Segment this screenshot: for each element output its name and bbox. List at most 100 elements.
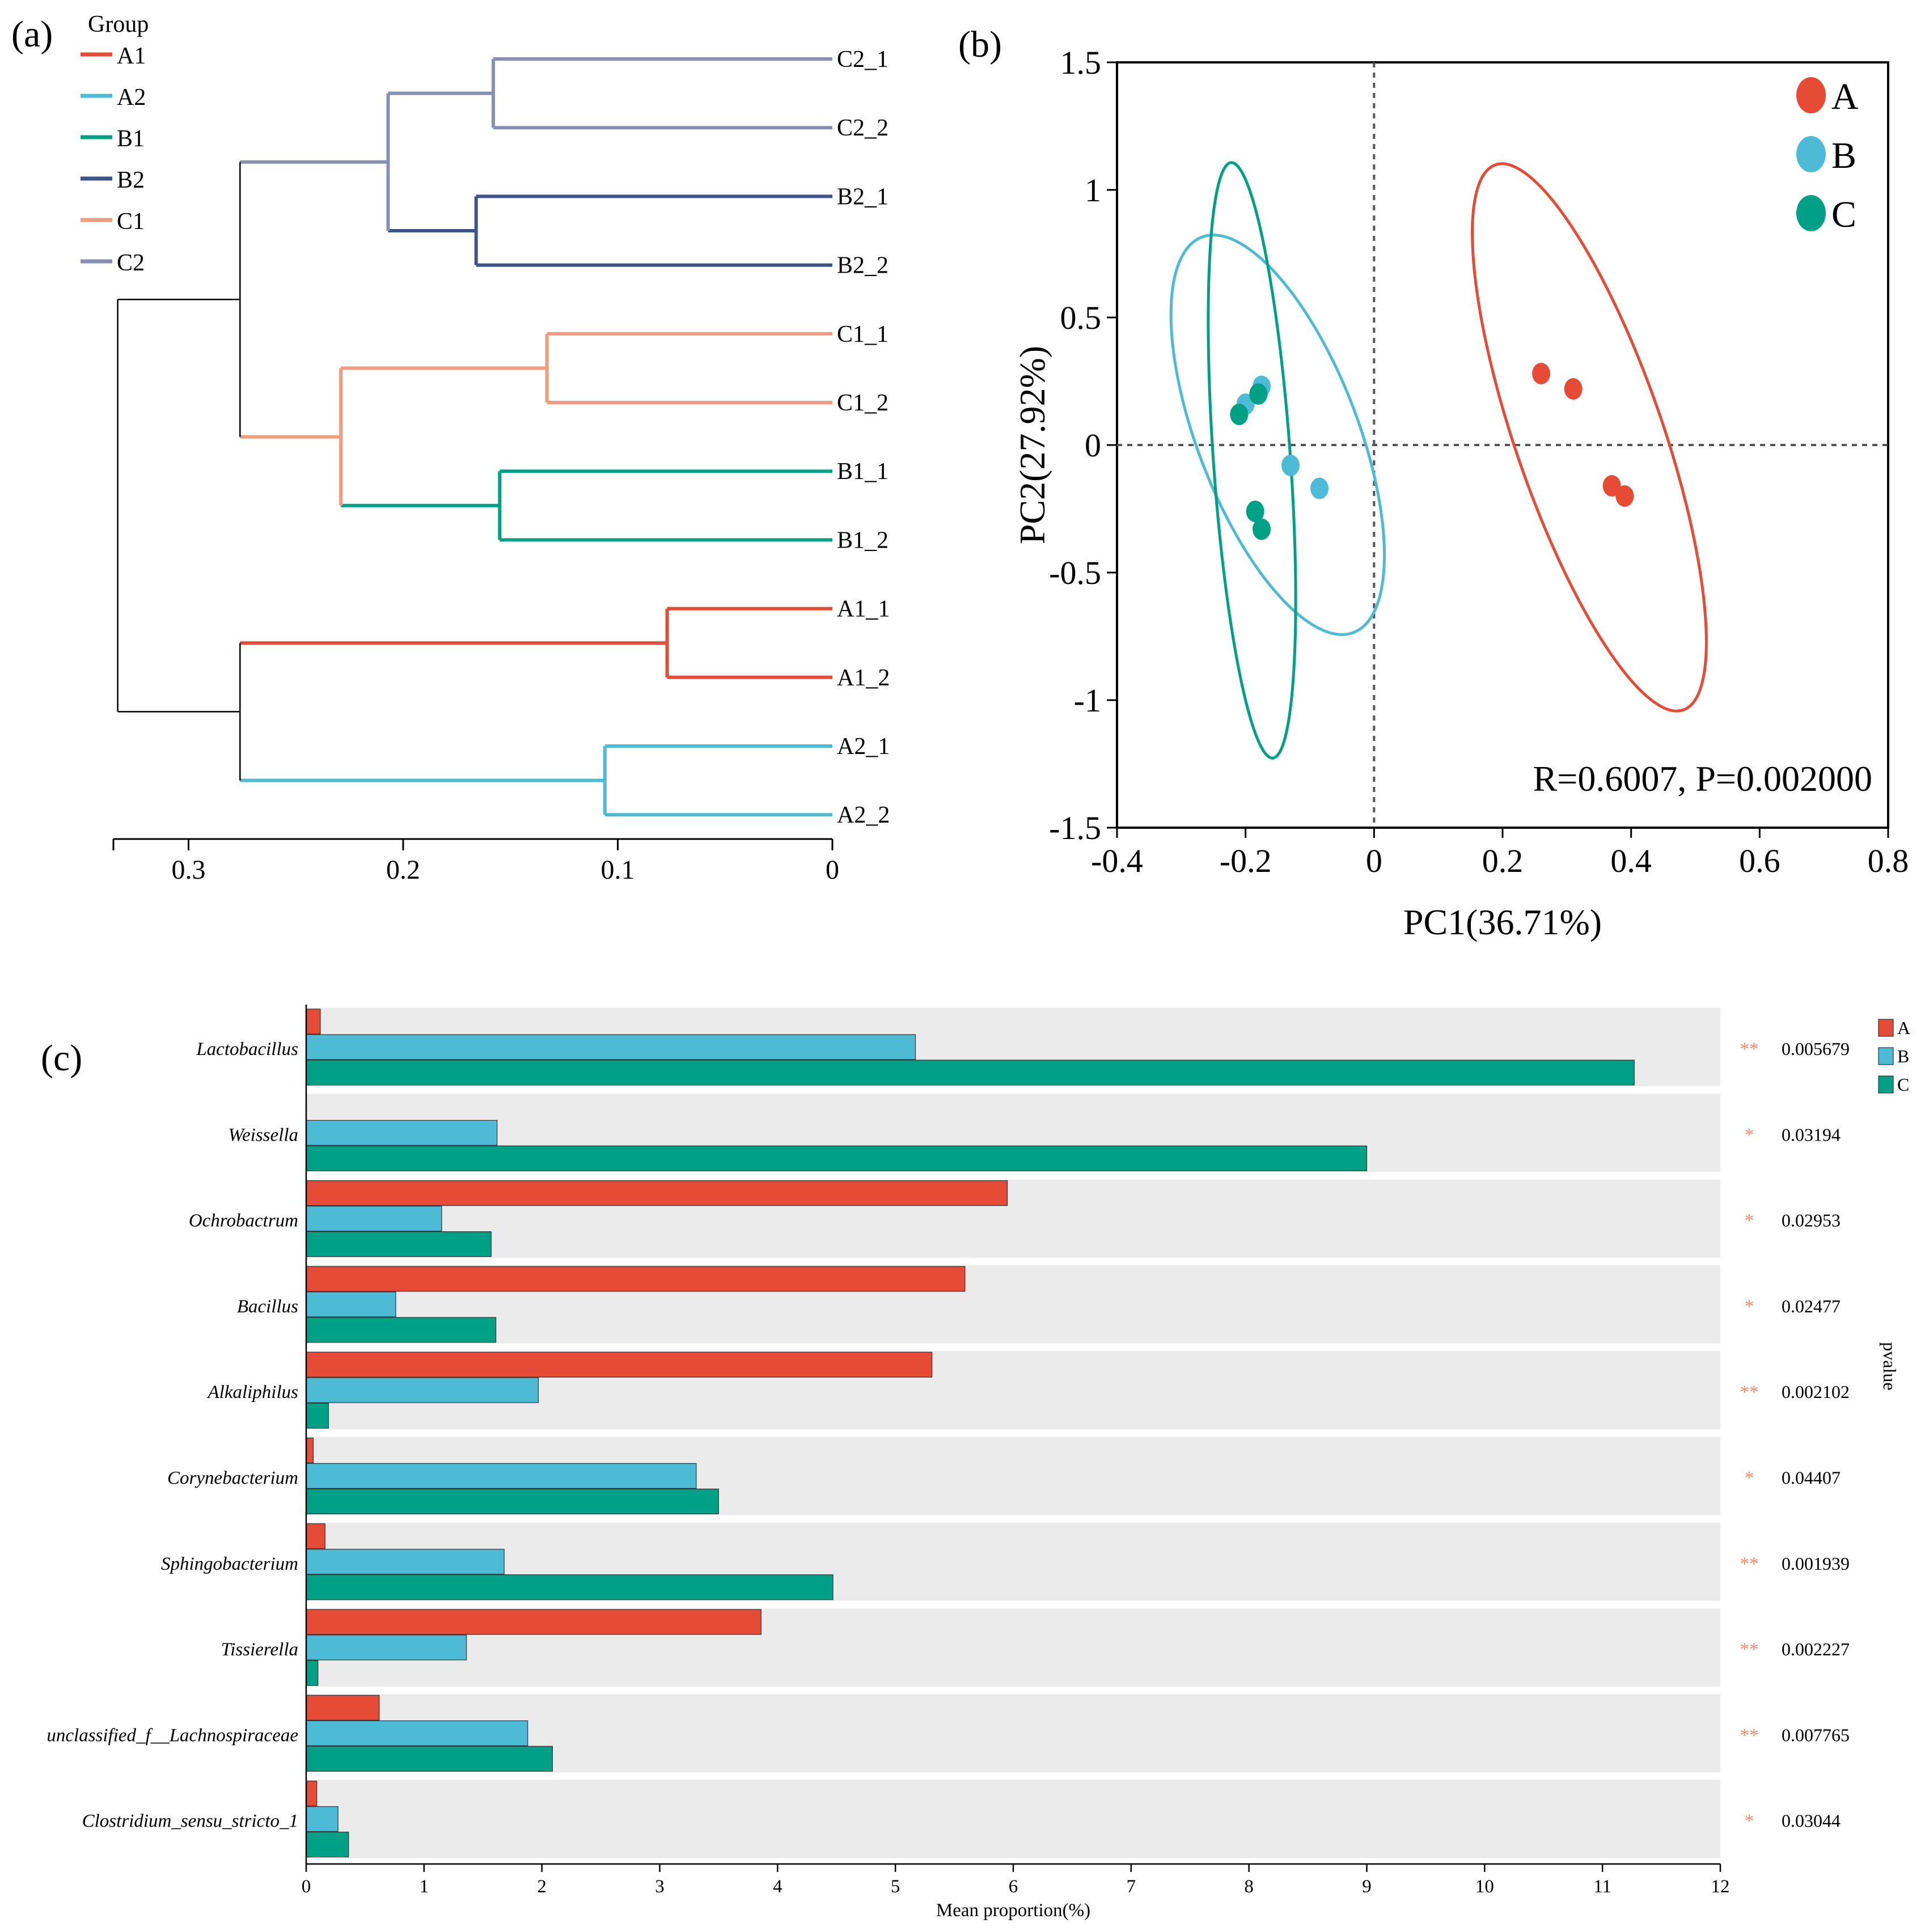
leaf-label-b2-2: B2_2	[837, 253, 889, 279]
y-tick-label-1: -1	[1074, 682, 1101, 719]
point-b-3	[1310, 477, 1329, 499]
pvalue-1: 0.03194	[1782, 1124, 1841, 1145]
leaf-label-a2-1: A2_1	[837, 734, 890, 760]
ellipse-b	[1169, 234, 1386, 636]
legend-label-b2: B2	[117, 167, 145, 193]
significance-0: **	[1740, 1039, 1759, 1060]
bar-b-sphingobacterium	[306, 1549, 505, 1575]
legend-label-a2: A2	[117, 84, 146, 111]
bar-c-weissella	[306, 1145, 1368, 1171]
significance-1: *	[1745, 1125, 1754, 1145]
y-axis-label: PC2(27.92%)	[1012, 346, 1052, 544]
bar-b-bacillus	[306, 1291, 396, 1317]
bar-x-tick-label-0: 0	[302, 1876, 311, 1897]
point-b-2	[1281, 455, 1300, 476]
bar-c-alkaliphilus	[306, 1403, 329, 1429]
bar-legend-swatch-a	[1878, 1019, 1894, 1037]
pvalue-8: 0.007765	[1782, 1725, 1850, 1745]
point-a-2	[1602, 475, 1621, 497]
bar-x-tick-label-5: 5	[891, 1876, 900, 1897]
pvalue-9: 0.03044	[1782, 1811, 1841, 1831]
significance-2: *	[1745, 1211, 1754, 1231]
bar-legend-swatch-c	[1878, 1075, 1894, 1094]
dendrogram-tick-label-2: 0.1	[600, 855, 634, 885]
bar-x-tick-label-1: 1	[420, 1876, 429, 1897]
pvalue-axis-label: pvalue	[1880, 1342, 1900, 1390]
legend-label-c2: C2	[117, 250, 145, 276]
panel-label-c: (c)	[41, 1037, 82, 1079]
bar-c-corynebacterium	[306, 1488, 720, 1515]
bar-a-bacillus	[306, 1266, 966, 1292]
bar-x-tick-label-10: 10	[1475, 1876, 1494, 1897]
y-tick-label-3: 0	[1085, 427, 1101, 464]
bar-legend-label-a: A	[1897, 1018, 1910, 1038]
panel-label-b: (b)	[958, 24, 1002, 65]
bar-x-tick-label-12: 12	[1711, 1876, 1730, 1897]
bar-a-unclassified-f-lachnospiraceae	[306, 1694, 380, 1721]
x-tick-label-1: -0.2	[1220, 842, 1272, 879]
x-tick-label-2: 0	[1366, 842, 1382, 879]
bar-x-tick-label-11: 11	[1593, 1876, 1611, 1897]
stats-annotation: R=0.6007, P=0.002000	[1533, 759, 1872, 799]
x-tick-label-3: 0.2	[1482, 842, 1524, 879]
bar-x-tick-label-3: 3	[655, 1876, 665, 1897]
bar-x-tick-label-7: 7	[1127, 1876, 1136, 1897]
legend-label-c1: C1	[117, 209, 145, 235]
category-label-clostridium-sensu-stricto-1: Clostridium_sensu_stricto_1	[82, 1811, 298, 1832]
bar-c-sphingobacterium	[306, 1574, 834, 1600]
category-label-weissella: Weissella	[229, 1125, 298, 1145]
bar-a-corynebacterium	[306, 1437, 314, 1464]
bar-b-unclassified-f-lachnospiraceae	[306, 1720, 528, 1746]
point-c-0	[1230, 404, 1249, 425]
point-c-3	[1253, 518, 1271, 540]
significance-9: *	[1745, 1811, 1754, 1832]
category-label-unclassified-f-lachnospiraceae: unclassified_f__Lachnospiraceae	[46, 1725, 298, 1745]
point-a-1	[1564, 378, 1583, 400]
leaf-label-b2-1: B2_1	[837, 184, 889, 210]
significance-8: **	[1740, 1725, 1759, 1745]
significance-7: **	[1740, 1639, 1759, 1660]
y-tick-label-4: 0.5	[1060, 299, 1102, 336]
legend-label-a1: A1	[117, 43, 146, 69]
bar-a-alkaliphilus	[306, 1351, 933, 1378]
category-label-tissierella: Tissierella	[221, 1639, 298, 1660]
pvalue-6: 0.001939	[1782, 1553, 1850, 1574]
category-label-ochrobactrum: Ochrobactrum	[189, 1211, 298, 1231]
y-tick-label-6: 1.5	[1060, 44, 1102, 81]
bar-legend-label-c: C	[1897, 1074, 1909, 1095]
dendrogram-tick-label-0: 0.3	[171, 855, 205, 885]
legend-label-c: C	[1831, 194, 1856, 235]
dendrogram-tick-label-3: 0	[826, 855, 839, 885]
leaf-label-c2-2: C2_2	[837, 115, 889, 141]
x-tick-label-4: 0.4	[1610, 842, 1652, 879]
row-background-9	[306, 1780, 1720, 1858]
leaf-label-c2-1: C2_1	[837, 46, 889, 73]
bar-x-tick-label-8: 8	[1244, 1876, 1254, 1897]
y-tick-label-5: 1	[1085, 172, 1101, 209]
bar-c-unclassified-f-lachnospiraceae	[306, 1745, 553, 1772]
bar-c-clostridium-sensu-stricto-1	[306, 1832, 349, 1858]
bar-a-clostridium-sensu-stricto-1	[306, 1781, 318, 1807]
category-label-bacillus: Bacillus	[237, 1297, 298, 1317]
bar-b-lactobacillus	[306, 1034, 916, 1060]
pvalue-0: 0.005679	[1782, 1039, 1850, 1059]
bar-c-ochrobactrum	[306, 1231, 492, 1257]
bar-legend-swatch-b	[1878, 1047, 1894, 1065]
leaf-label-b1-2: B1_2	[837, 527, 889, 553]
category-label-sphingobacterium: Sphingobacterium	[161, 1554, 298, 1574]
bar-b-corynebacterium	[306, 1463, 697, 1489]
bar-b-clostridium-sensu-stricto-1	[306, 1806, 339, 1832]
pvalue-5: 0.04407	[1782, 1468, 1841, 1488]
legend-label-a: A	[1831, 76, 1859, 117]
bar-x-tick-label-6: 6	[1009, 1876, 1018, 1897]
bar-x-axis-label: Mean proportion(%)	[936, 1900, 1090, 1921]
x-tick-label-5: 0.6	[1739, 842, 1780, 879]
leaf-label-a1-1: A1_1	[837, 596, 890, 622]
significance-6: **	[1740, 1554, 1759, 1574]
pvalue-3: 0.02477	[1782, 1296, 1841, 1316]
legend-label-b: B	[1831, 135, 1856, 176]
bar-legend-label-b: B	[1897, 1046, 1909, 1066]
leaf-label-c1-2: C1_2	[837, 390, 889, 416]
